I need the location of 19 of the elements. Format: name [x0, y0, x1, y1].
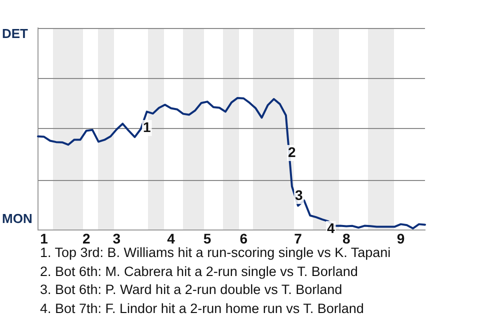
text: 4. Bot 7th: F. Lindor hit a 2-run home run vs T. Borland	[40, 300, 365, 318]
x-tick-label: 3	[112, 230, 121, 246]
text: 3. Bot 6th: P. Ward hit a 2-run double vs T. Borland	[40, 281, 344, 300]
x-tick-label: 7	[294, 230, 302, 246]
x-tick-label: 6	[240, 230, 248, 246]
annotation: 1	[143, 118, 151, 135]
text: DET	[2, 26, 28, 41]
x-tick-label: 1	[40, 230, 48, 246]
x-tick-label: 2	[82, 230, 90, 246]
x-tick-label: 8	[342, 230, 350, 246]
text: 2. Bot 6th: M. Cabrera hit a 2-run single vs T. Borland	[40, 262, 359, 281]
annotation: 3	[295, 186, 303, 203]
text: 1. Top 3rd: B. Williams hit a run-scoring single vs K. Tapani	[40, 244, 391, 262]
x-tick-label: 4	[167, 230, 176, 246]
annotation: 2	[288, 144, 296, 160]
x-tick-label: 9	[396, 230, 405, 246]
text: MON	[2, 211, 32, 226]
x-tick-label: 5	[203, 230, 212, 246]
annotation: 4	[327, 220, 335, 236]
